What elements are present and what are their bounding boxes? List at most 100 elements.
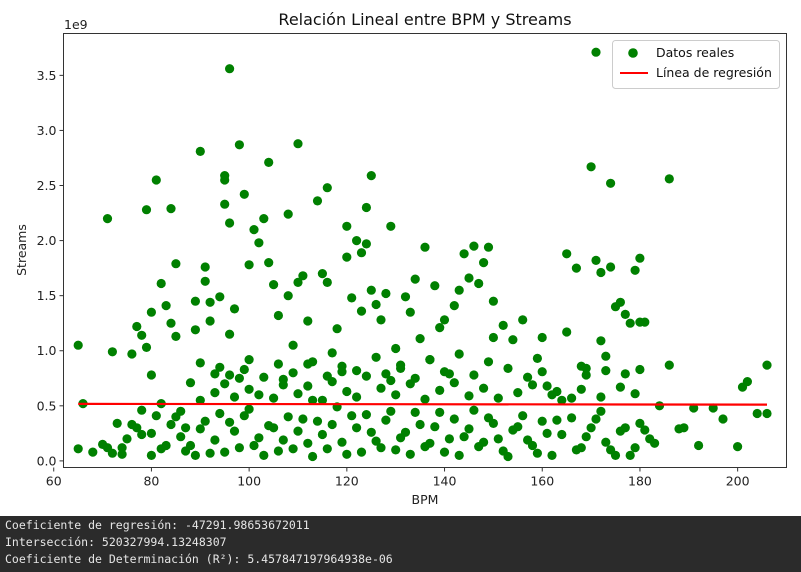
data-point	[220, 447, 230, 457]
data-point	[146, 450, 156, 460]
data-point	[610, 450, 621, 460]
data-point	[264, 157, 274, 167]
console-output: Coeficiente de regresión: -47291.9865367…	[0, 516, 801, 572]
data-point	[567, 413, 577, 423]
data-point	[483, 242, 494, 252]
data-point	[259, 214, 269, 224]
data-point	[176, 432, 186, 442]
data-point	[420, 394, 430, 404]
x-tick-label: 80	[143, 474, 159, 489]
x-tick-label: 60	[46, 474, 62, 489]
y-tick-label: 2.0	[37, 233, 57, 248]
legend-marker-datos-reales	[628, 48, 638, 58]
data-point	[185, 440, 196, 451]
data-point	[454, 349, 464, 359]
data-point	[312, 196, 323, 206]
data-point	[532, 353, 543, 363]
data-point	[225, 329, 235, 339]
data-point	[752, 408, 762, 419]
data-point	[98, 439, 108, 449]
data-point	[215, 292, 225, 302]
data-point	[234, 443, 244, 453]
data-point	[606, 178, 616, 188]
data-point	[254, 238, 264, 248]
data-point	[210, 369, 220, 379]
data-point	[405, 307, 415, 317]
data-point	[171, 412, 181, 422]
data-point	[234, 373, 244, 383]
data-point	[210, 435, 220, 445]
data-point	[88, 447, 98, 457]
data-point	[249, 440, 259, 451]
data-point	[469, 370, 479, 380]
data-point	[581, 370, 591, 380]
x-tick-label: 120	[335, 474, 359, 489]
data-point	[518, 315, 528, 325]
y-axis-label: Streams	[14, 224, 29, 276]
legend-label-regresion: Línea de regresión	[656, 65, 772, 80]
data-point	[483, 413, 494, 423]
data-point	[322, 444, 332, 454]
data-point	[166, 419, 176, 430]
data-point	[479, 258, 489, 268]
data-point	[293, 389, 303, 399]
data-point	[483, 357, 494, 367]
data-point	[576, 384, 586, 394]
data-point	[694, 440, 704, 451]
data-point	[371, 352, 381, 362]
data-point	[322, 371, 332, 381]
data-point	[620, 423, 630, 433]
data-point	[293, 426, 303, 436]
data-point	[190, 325, 200, 335]
data-point	[205, 448, 215, 458]
data-point	[317, 395, 327, 405]
data-point	[503, 451, 513, 462]
data-point	[205, 297, 215, 307]
data-point	[322, 183, 332, 193]
data-point	[166, 204, 176, 214]
data-point	[156, 278, 166, 289]
data-point	[137, 405, 147, 415]
data-point	[664, 174, 674, 184]
data-point	[449, 301, 459, 311]
data-point	[679, 423, 689, 433]
data-point	[342, 386, 352, 397]
figure: 60 80 100 120 140 160 180 200 0.0 0.5 1.0 1.5 2.0 2.5…	[0, 0, 801, 516]
data-point	[640, 317, 650, 327]
data-point	[571, 445, 582, 455]
data-point	[635, 418, 645, 428]
data-point	[635, 253, 645, 263]
data-point	[464, 424, 474, 434]
data-point	[366, 285, 376, 295]
data-point	[308, 357, 318, 367]
x-axis-label: BPM	[412, 492, 439, 507]
data-point	[229, 304, 240, 314]
data-point	[73, 444, 83, 454]
data-point	[430, 281, 440, 291]
data-point	[327, 419, 337, 430]
data-point	[591, 255, 601, 265]
data-point	[615, 382, 626, 392]
data-point	[195, 395, 205, 405]
data-point	[420, 242, 430, 252]
data-point	[293, 139, 303, 149]
data-point	[161, 440, 171, 451]
data-point	[625, 318, 635, 328]
data-point	[464, 273, 474, 283]
data-point	[557, 395, 567, 405]
data-point	[273, 310, 283, 321]
data-point	[459, 249, 469, 259]
data-point	[435, 407, 445, 417]
data-point	[239, 411, 249, 421]
data-point	[449, 378, 459, 388]
data-point	[381, 415, 391, 425]
data-point	[391, 343, 401, 354]
data-point	[259, 450, 269, 460]
data-point	[239, 189, 249, 199]
data-point	[664, 360, 674, 370]
data-point	[689, 403, 699, 413]
data-point	[361, 239, 371, 249]
data-point	[488, 332, 498, 343]
data-point	[117, 449, 127, 459]
chart-title: Relación Lineal entre BPM y Streams	[278, 10, 571, 29]
